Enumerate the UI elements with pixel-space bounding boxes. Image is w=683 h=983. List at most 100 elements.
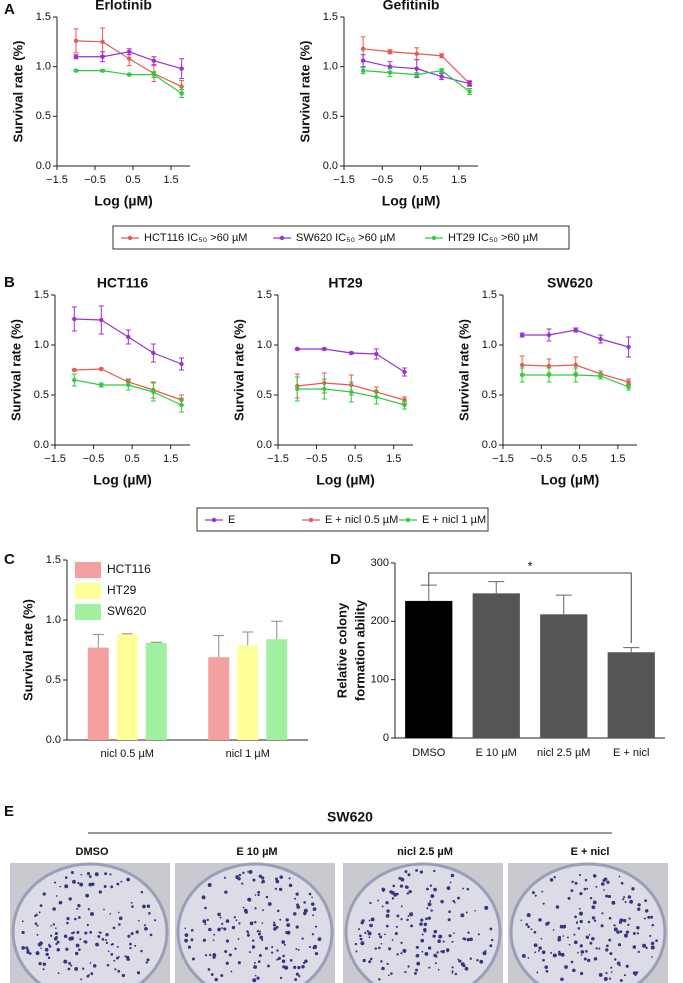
colony xyxy=(288,877,291,880)
colony xyxy=(314,952,319,956)
colony xyxy=(489,944,493,948)
x-tick-label: 0.5 xyxy=(413,174,428,186)
point xyxy=(151,389,156,395)
colony xyxy=(312,914,315,917)
colony xyxy=(34,922,38,925)
colony xyxy=(303,908,308,913)
colony xyxy=(213,933,216,936)
colony xyxy=(367,931,372,936)
colony xyxy=(273,927,277,931)
colony xyxy=(293,965,297,969)
colony xyxy=(238,873,242,877)
panel-letter: C xyxy=(4,551,15,568)
colony xyxy=(442,940,445,943)
colony xyxy=(394,931,398,936)
x-tick-label: 0.5 xyxy=(347,453,362,465)
point xyxy=(439,74,444,79)
colony xyxy=(212,953,217,957)
colony xyxy=(58,900,63,905)
colony xyxy=(457,896,460,900)
colony xyxy=(541,890,544,893)
colony xyxy=(644,909,649,913)
colony xyxy=(564,965,568,969)
y-tick-label: 0.5 xyxy=(46,674,61,686)
colony xyxy=(77,903,81,908)
colony xyxy=(359,934,362,938)
colony xyxy=(557,952,562,956)
colony xyxy=(396,914,400,918)
photo-title: SW620 xyxy=(327,809,373,825)
colony xyxy=(424,952,429,956)
colony xyxy=(217,912,221,917)
colony xyxy=(552,953,557,958)
colony xyxy=(575,921,579,924)
point xyxy=(360,58,366,63)
colony xyxy=(592,874,597,878)
colony xyxy=(467,931,470,934)
colony xyxy=(580,954,583,956)
colony xyxy=(21,930,25,935)
point xyxy=(374,351,379,357)
colony xyxy=(637,950,640,954)
colony xyxy=(276,949,279,952)
colony xyxy=(241,882,244,885)
colony xyxy=(110,885,114,889)
y-axis-label: Survival rate (%) xyxy=(8,319,23,421)
colony xyxy=(308,892,312,896)
colony xyxy=(94,872,99,877)
colony xyxy=(427,916,432,920)
colony xyxy=(625,930,630,934)
y-axis-label: Survival rate (%) xyxy=(231,319,246,421)
point xyxy=(72,316,77,322)
colony xyxy=(605,894,609,898)
colony xyxy=(137,919,140,922)
colony xyxy=(56,948,60,952)
y-tick-label: 0.0 xyxy=(482,439,497,451)
point xyxy=(179,91,184,96)
colony xyxy=(310,902,315,906)
colony xyxy=(301,937,304,940)
y-tick-label: 1.0 xyxy=(257,339,272,351)
point xyxy=(349,389,354,395)
colony xyxy=(21,946,26,950)
point xyxy=(519,372,525,378)
colony xyxy=(110,943,113,946)
colony xyxy=(121,973,126,978)
colony xyxy=(580,971,584,976)
colony xyxy=(589,896,593,900)
colony xyxy=(38,962,42,966)
colony xyxy=(39,941,43,946)
legend-label: E + nicl 0.5 µM xyxy=(325,514,398,526)
colony xyxy=(366,929,369,933)
colony xyxy=(591,916,596,920)
colony xyxy=(247,870,249,873)
colony xyxy=(134,944,137,947)
colony xyxy=(105,932,109,937)
colony xyxy=(601,912,604,915)
colony xyxy=(184,933,189,937)
colony xyxy=(438,934,443,939)
colony xyxy=(251,945,256,949)
colony xyxy=(284,965,289,970)
colony xyxy=(549,878,554,882)
colony xyxy=(89,931,93,934)
colony xyxy=(83,940,87,944)
colony xyxy=(574,881,578,885)
point xyxy=(546,363,552,369)
colony xyxy=(560,977,564,982)
y-axis-label: Survival rate (%) xyxy=(10,41,25,143)
x-axis-label: Log (µM) xyxy=(541,472,600,488)
error-bar xyxy=(121,633,133,635)
colony xyxy=(485,906,488,909)
x-tick-label: 1.5 xyxy=(163,453,178,465)
colony xyxy=(204,923,207,926)
colony xyxy=(622,918,627,923)
colony xyxy=(427,946,432,950)
colony xyxy=(354,942,358,946)
colony xyxy=(584,878,588,882)
colony xyxy=(279,976,283,980)
point xyxy=(100,68,105,73)
colony xyxy=(54,931,58,936)
legend-swatch xyxy=(75,583,101,599)
colony xyxy=(385,901,389,905)
